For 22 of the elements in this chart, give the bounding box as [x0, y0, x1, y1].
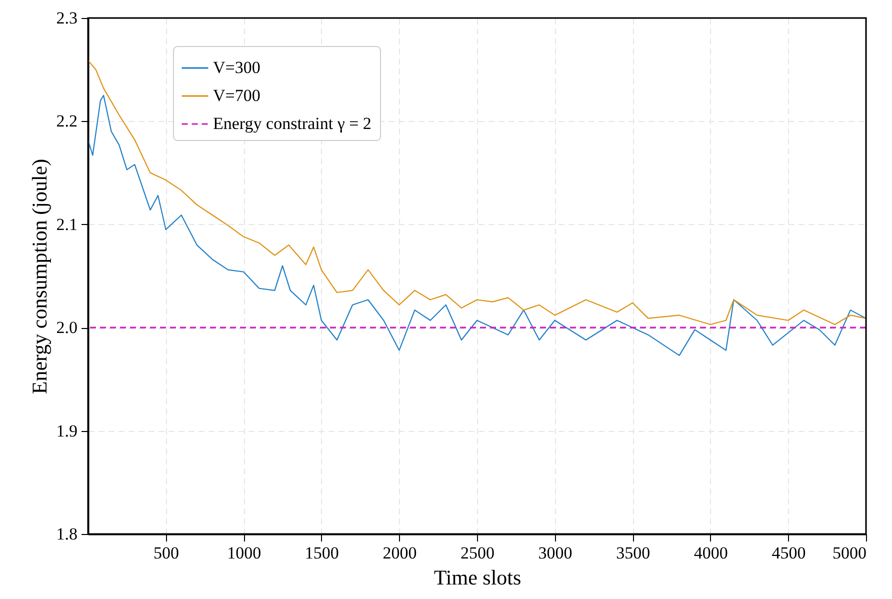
y-tick-label: 2.0 — [56, 318, 78, 338]
y-tick-label: 1.8 — [56, 524, 78, 544]
x-tick-label: 1500 — [304, 544, 339, 562]
legend-label: V=700 — [213, 86, 260, 105]
y-tick-label: 2.3 — [56, 8, 78, 28]
x-tick-label: 3500 — [616, 544, 650, 562]
x-tick-label: 1000 — [227, 544, 262, 562]
x-axis-title: Time slots — [434, 566, 522, 590]
x-tick-label: 2000 — [382, 544, 417, 562]
legend-label: V=300 — [213, 58, 260, 77]
x-tick-label: 500 — [154, 544, 180, 562]
x-tick-label: 5000 — [832, 544, 866, 562]
x-tick-label: 4000 — [694, 544, 728, 562]
x-tick-label: 4500 — [772, 544, 806, 562]
x-tick-label: 3000 — [538, 544, 572, 562]
legend-label: Energy constraint γ = 2 — [213, 114, 372, 133]
x-tick-label: 2500 — [460, 544, 494, 562]
y-tick-label: 1.9 — [56, 421, 78, 440]
y-axis-title: Energy consumption (joule) — [27, 158, 52, 394]
y-tick-label: 2.1 — [56, 214, 78, 234]
y-tick-label: 2.2 — [56, 112, 78, 131]
line-series — [87, 60, 867, 326]
